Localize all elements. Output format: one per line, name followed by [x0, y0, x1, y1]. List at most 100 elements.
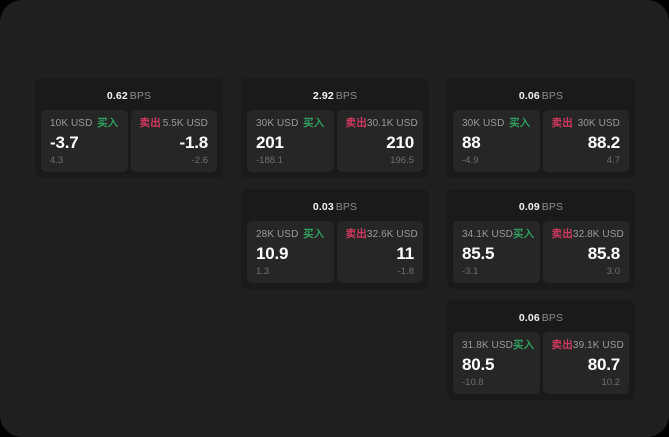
- sell-size-label: 5.5K USD: [162, 118, 208, 129]
- buy-size-label: 30K USD: [462, 118, 505, 129]
- sell-action-label[interactable]: 卖出: [139, 117, 161, 129]
- buy-size-label: 28K USD: [256, 229, 299, 240]
- sell-price: 210: [386, 132, 414, 152]
- sell-delta: 196.5: [390, 154, 414, 166]
- quote-column: 0.06 BPS 30K USD 买入 88 -4.9 卖出 30K USD 88.2 4.7 0.…: [447, 78, 635, 400]
- buy-action-label[interactable]: 买入: [512, 339, 535, 351]
- bps-header: 2.92 BPS: [247, 85, 423, 110]
- sell-price: 85.8: [587, 243, 620, 263]
- buy-side-panel[interactable]: 34.1K USD 买入 85.5 -3.1: [453, 221, 540, 283]
- bps-unit-label: BPS: [541, 90, 564, 102]
- side-header: 卖出 39.1K USD: [551, 339, 624, 351]
- side-header: 34.1K USD 买入: [462, 228, 535, 240]
- side-header: 卖出 30K USD: [552, 118, 621, 129]
- buy-action-label[interactable]: 买入: [303, 117, 325, 129]
- side-header: 30K USD 买入: [462, 118, 531, 129]
- sell-price: 88.2: [587, 132, 620, 152]
- bps-header: 0.06 BPS: [453, 85, 629, 110]
- side-header: 31.8K USD 买入: [462, 339, 535, 351]
- sell-side-panel[interactable]: 卖出 30K USD 88.2 4.7: [542, 110, 629, 172]
- buy-price: 10.9: [256, 243, 289, 263]
- quote-card[interactable]: 2.92 BPS 30K USD 买入 201 -188.1 卖出 30.1K USD 210 1…: [241, 78, 429, 178]
- buy-delta: 4.3: [50, 154, 64, 166]
- side-header: 10K USD 买入: [50, 118, 119, 129]
- buy-action-label[interactable]: 买入: [97, 117, 119, 129]
- sell-action-label[interactable]: 卖出: [551, 339, 573, 351]
- quote-card[interactable]: 0.06 BPS 31.8K USD 买入 80.5 -10.8 卖出 39.1K USD 80…: [447, 300, 635, 400]
- bps-value: 0.03: [312, 201, 334, 213]
- quote-column: 0.62 BPS 10K USD 买入 -3.7 4.3 卖出 5.5K USD -1.8 -2.…: [35, 78, 223, 178]
- buy-price: -3.7: [50, 132, 79, 152]
- buy-action-label[interactable]: 买入: [303, 228, 325, 240]
- buy-action-label[interactable]: 买入: [509, 117, 531, 129]
- buy-size-label: 10K USD: [50, 118, 93, 129]
- bps-value: 0.06: [518, 312, 540, 324]
- quote-column: 2.92 BPS 30K USD 买入 201 -188.1 卖出 30.1K USD 210 1…: [241, 78, 429, 289]
- sell-size-label: 30K USD: [577, 118, 620, 129]
- sell-side-panel[interactable]: 卖出 30.1K USD 210 196.5: [336, 110, 423, 172]
- sell-action-label[interactable]: 卖出: [551, 228, 573, 240]
- bps-value: 2.92: [312, 90, 334, 102]
- buy-size-label: 34.1K USD: [462, 229, 513, 240]
- buy-delta: -10.8: [462, 376, 484, 388]
- sell-side-panel[interactable]: 卖出 5.5K USD -1.8 -2.6: [130, 110, 217, 172]
- quote-card[interactable]: 0.62 BPS 10K USD 买入 -3.7 4.3 卖出 5.5K USD -1.8 -2.…: [35, 78, 223, 178]
- bps-header: 0.06 BPS: [453, 307, 629, 332]
- buy-delta: -188.1: [256, 154, 283, 166]
- sides-row: 10K USD 买入 -3.7 4.3 卖出 5.5K USD -1.8 -2.6: [41, 110, 217, 172]
- buy-price: 88: [462, 132, 481, 152]
- quote-card[interactable]: 0.03 BPS 28K USD 买入 10.9 1.3 卖出 32.6K USD 11 -1.8: [241, 189, 429, 289]
- buy-side-panel[interactable]: 30K USD 买入 88 -4.9: [453, 110, 540, 172]
- sell-price: -1.8: [179, 132, 209, 152]
- sell-side-panel[interactable]: 卖出 32.6K USD 11 -1.8: [336, 221, 423, 283]
- buy-side-panel[interactable]: 31.8K USD 买入 80.5 -10.8: [453, 332, 540, 394]
- bps-unit-label: BPS: [335, 201, 358, 213]
- side-header: 卖出 30.1K USD: [345, 117, 418, 129]
- sell-action-label[interactable]: 卖出: [345, 228, 367, 240]
- bps-unit-label: BPS: [541, 201, 564, 213]
- side-header: 卖出 32.6K USD: [345, 228, 418, 240]
- buy-side-panel[interactable]: 10K USD 买入 -3.7 4.3: [41, 110, 128, 172]
- buy-price: 201: [256, 132, 284, 152]
- bps-value: 0.62: [106, 90, 128, 102]
- sell-action-label[interactable]: 卖出: [551, 117, 573, 129]
- buy-side-panel[interactable]: 28K USD 买入 10.9 1.3: [247, 221, 334, 283]
- side-header: 卖出 32.8K USD: [551, 228, 624, 240]
- sell-size-label: 32.8K USD: [572, 229, 624, 240]
- buy-delta: -4.9: [462, 154, 479, 166]
- bps-value: 0.09: [518, 201, 540, 213]
- side-header: 28K USD 买入: [256, 229, 325, 240]
- side-header: 卖出 5.5K USD: [140, 118, 209, 129]
- bps-header: 0.62 BPS: [41, 85, 217, 110]
- quote-board: 0.62 BPS 10K USD 买入 -3.7 4.3 卖出 5.5K USD -1.8 -2.…: [35, 78, 635, 400]
- sell-delta: 4.7: [606, 154, 620, 166]
- sell-side-panel[interactable]: 卖出 39.1K USD 80.7 10.2: [542, 332, 629, 394]
- bps-unit-label: BPS: [335, 90, 358, 102]
- bps-unit-label: BPS: [129, 90, 152, 102]
- sell-delta: 10.2: [601, 376, 621, 388]
- buy-side-panel[interactable]: 30K USD 买入 201 -188.1: [247, 110, 334, 172]
- sell-delta: -1.8: [397, 265, 414, 277]
- sides-row: 28K USD 买入 10.9 1.3 卖出 32.6K USD 11 -1.8: [247, 221, 423, 283]
- buy-action-label[interactable]: 买入: [512, 228, 535, 240]
- buy-price: 85.5: [462, 243, 495, 263]
- sell-delta: 3.0: [606, 265, 620, 277]
- sell-delta: -2.6: [191, 154, 208, 166]
- quote-card[interactable]: 0.09 BPS 34.1K USD 买入 85.5 -3.1 卖出 32.8K USD 85.…: [447, 189, 635, 289]
- sell-size-label: 32.6K USD: [366, 229, 418, 240]
- bps-unit-label: BPS: [541, 312, 564, 324]
- bps-header: 0.03 BPS: [247, 196, 423, 221]
- sell-action-label[interactable]: 卖出: [345, 117, 367, 129]
- sell-side-panel[interactable]: 卖出 32.8K USD 85.8 3.0: [542, 221, 629, 283]
- sell-price: 80.7: [587, 354, 620, 374]
- sides-row: 30K USD 买入 88 -4.9 卖出 30K USD 88.2 4.7: [453, 110, 629, 172]
- sell-size-label: 30.1K USD: [366, 118, 418, 129]
- buy-size-label: 30K USD: [256, 118, 299, 129]
- buy-size-label: 31.8K USD: [462, 340, 513, 351]
- buy-delta: -3.1: [462, 265, 479, 277]
- side-header: 30K USD 买入: [256, 118, 325, 129]
- buy-price: 80.5: [462, 354, 495, 374]
- quote-card[interactable]: 0.06 BPS 30K USD 买入 88 -4.9 卖出 30K USD 88.2 4.7: [447, 78, 635, 178]
- buy-delta: 1.3: [256, 265, 270, 277]
- sell-size-label: 39.1K USD: [572, 340, 624, 351]
